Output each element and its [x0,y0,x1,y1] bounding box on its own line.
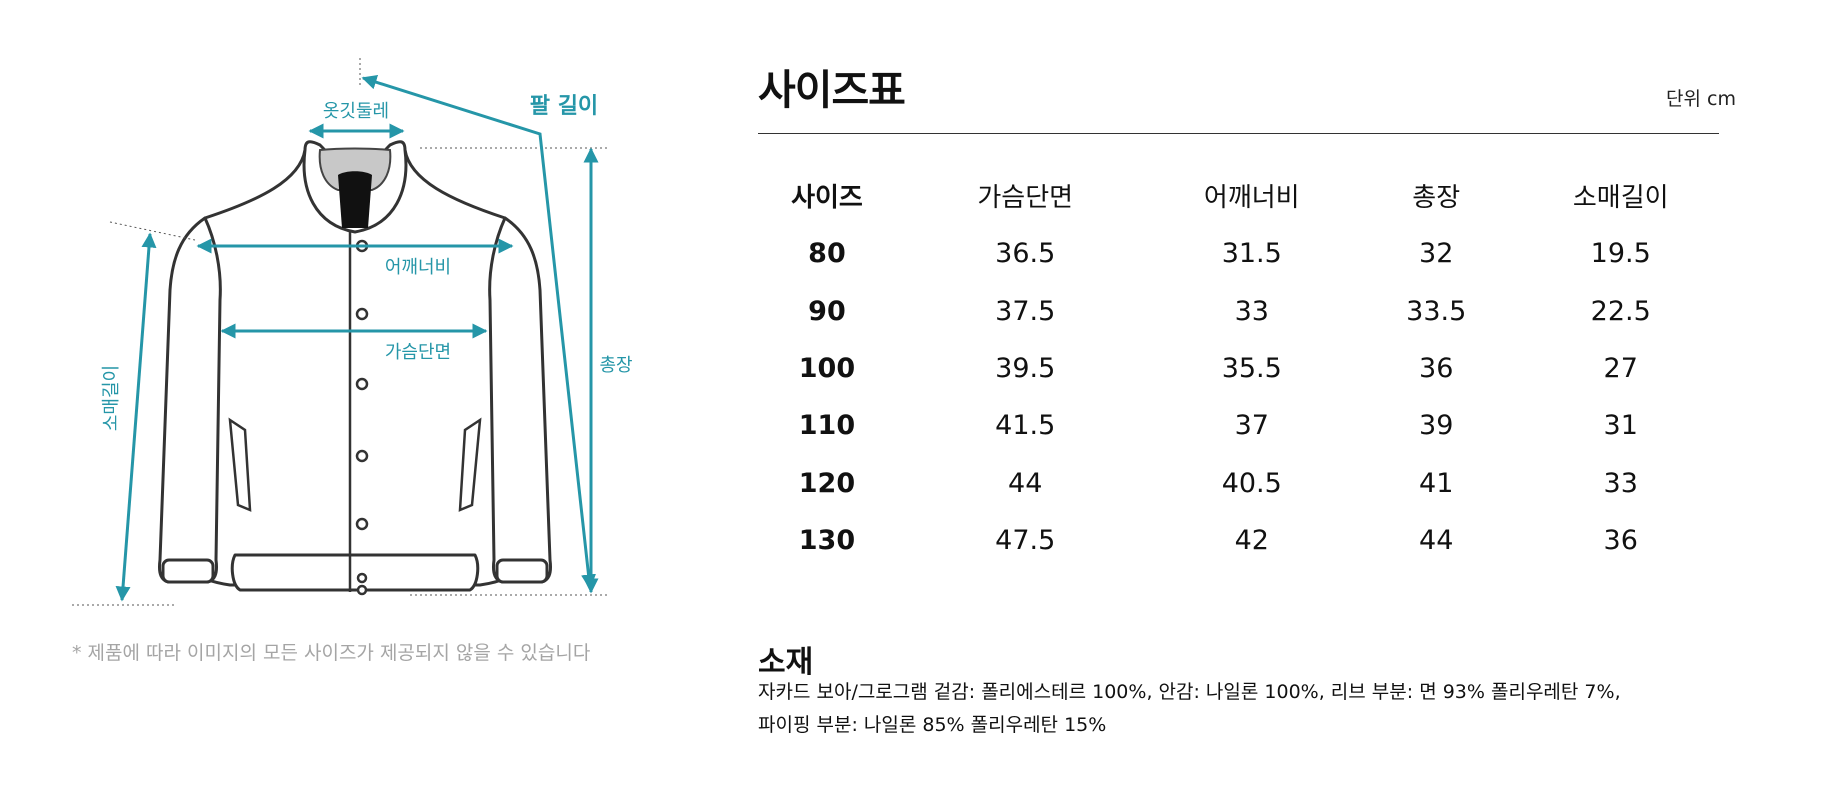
shoulder-cell: 35.5 [1221,352,1282,384]
chest-cell: 44 [1008,467,1043,499]
chest-cell: 41.5 [995,410,1056,442]
material-title: 소재 [758,645,814,680]
chest-label: 가슴단면 [385,342,451,363]
table-row: 100 39.5 35.5 36 27 [742,340,1734,397]
arm-length-arrow [361,74,596,590]
total-length-cell: 39 [1419,410,1454,442]
table-row: 110 41.5 37 39 31 [742,397,1734,454]
shoulder-cell: 40.5 [1221,467,1282,499]
size-table-title: 사이즈표 [758,66,906,114]
total-length-cell: 41 [1419,467,1454,499]
chest-cell: 36.5 [995,238,1056,270]
sleeve-length-cell: 19.5 [1590,238,1651,270]
chest-cell: 39.5 [995,352,1056,384]
jacket-measurement-diagram: 옷깃둘레 팔 길이 어깨너비 가슴단면 총장 소매길이 [72,58,633,606]
shoulder-cell: 31.5 [1221,238,1282,270]
table-row: 120 44 40.5 41 33 [742,455,1734,512]
collar-label: 옷깃둘레 [323,101,389,122]
header-total-length: 총장 [1412,182,1461,213]
size-cell: 90 [808,295,846,327]
sleeve-length-cell: 22.5 [1590,295,1651,327]
chest-cell: 37.5 [995,295,1056,327]
size-cell: 80 [808,238,846,270]
collar-neck-shadow [338,171,372,228]
unit-label: 단위 cm [1666,88,1736,110]
arm-length-label: 팔 길이 [530,94,598,119]
size-cell: 100 [798,352,856,384]
shoulder-cell: 42 [1234,525,1269,557]
size-disclaimer-note: * 제품에 따라 이미지의 모든 사이즈가 제공되지 않을 수 있습니다 [72,642,591,664]
shoulder-cell: 37 [1234,410,1269,442]
total-length-cell: 36 [1419,352,1454,384]
size-cell: 130 [798,525,856,557]
size-table: 사이즈 가슴단면 어깨너비 총장 소매길이 80 36.5 31.5 32 19… [742,165,1734,569]
table-row: 90 37.5 33 33.5 22.5 [742,282,1734,339]
shoulder-label: 어깨너비 [385,257,451,278]
header-sleeve-length: 소매길이 [1572,182,1669,213]
sleeve-length-arrow [115,232,157,602]
shoulder-cell: 33 [1234,295,1269,327]
header-size: 사이즈 [791,182,863,213]
material-description-line-2: 파이핑 부분: 나일론 85% 폴리우레탄 15% [758,714,1107,736]
left-pocket [228,417,252,512]
chest-cell: 47.5 [995,525,1056,557]
total-length-cell: 44 [1419,525,1454,557]
material-description-line-1: 자카드 보아/그로그램 겉감: 폴리에스테르 100%, 안감: 나일론 100… [758,681,1621,703]
sleeve-length-cell: 27 [1603,352,1638,384]
sleeve-length-cell: 33 [1603,467,1638,499]
size-cell: 120 [798,467,856,499]
table-row: 80 36.5 31.5 32 19.5 [742,225,1734,282]
table-row: 130 47.5 42 44 36 [742,512,1734,569]
title-divider [758,133,1719,134]
sleeve-length-cell: 31 [1603,410,1638,442]
size-table-header-row: 사이즈 가슴단면 어깨너비 총장 소매길이 [742,165,1734,225]
size-cell: 110 [798,410,856,442]
total-length-label: 총장 [599,355,632,376]
header-shoulder: 어깨너비 [1203,182,1300,213]
sleeve-length-label: 소매길이 [101,365,122,431]
total-length-cell: 32 [1419,238,1454,270]
total-length-cell: 33.5 [1406,295,1467,327]
header-chest: 가슴단면 [977,182,1074,213]
sleeve-length-cell: 36 [1603,525,1638,557]
